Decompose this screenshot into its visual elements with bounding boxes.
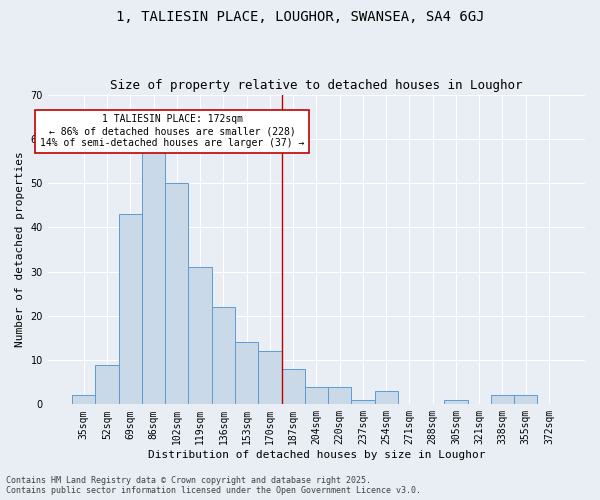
Bar: [281, 369, 305, 404]
Bar: [374, 391, 398, 404]
Bar: [258, 351, 281, 405]
Bar: [328, 386, 351, 404]
Bar: [445, 400, 467, 404]
Text: 1, TALIESIN PLACE, LOUGHOR, SWANSEA, SA4 6GJ: 1, TALIESIN PLACE, LOUGHOR, SWANSEA, SA4…: [116, 10, 484, 24]
Bar: [351, 400, 374, 404]
Text: Contains HM Land Registry data © Crown copyright and database right 2025.
Contai: Contains HM Land Registry data © Crown c…: [6, 476, 421, 495]
Bar: [514, 396, 538, 404]
Bar: [142, 152, 165, 405]
Bar: [491, 396, 514, 404]
Bar: [119, 214, 142, 404]
Bar: [165, 183, 188, 404]
X-axis label: Distribution of detached houses by size in Loughor: Distribution of detached houses by size …: [148, 450, 485, 460]
Text: 1 TALIESIN PLACE: 172sqm
← 86% of detached houses are smaller (228)
14% of semi-: 1 TALIESIN PLACE: 172sqm ← 86% of detach…: [40, 114, 304, 148]
Title: Size of property relative to detached houses in Loughor: Size of property relative to detached ho…: [110, 79, 523, 92]
Bar: [305, 386, 328, 404]
Bar: [212, 307, 235, 404]
Y-axis label: Number of detached properties: Number of detached properties: [15, 152, 25, 348]
Bar: [72, 396, 95, 404]
Bar: [188, 267, 212, 404]
Bar: [235, 342, 258, 404]
Bar: [95, 364, 119, 405]
